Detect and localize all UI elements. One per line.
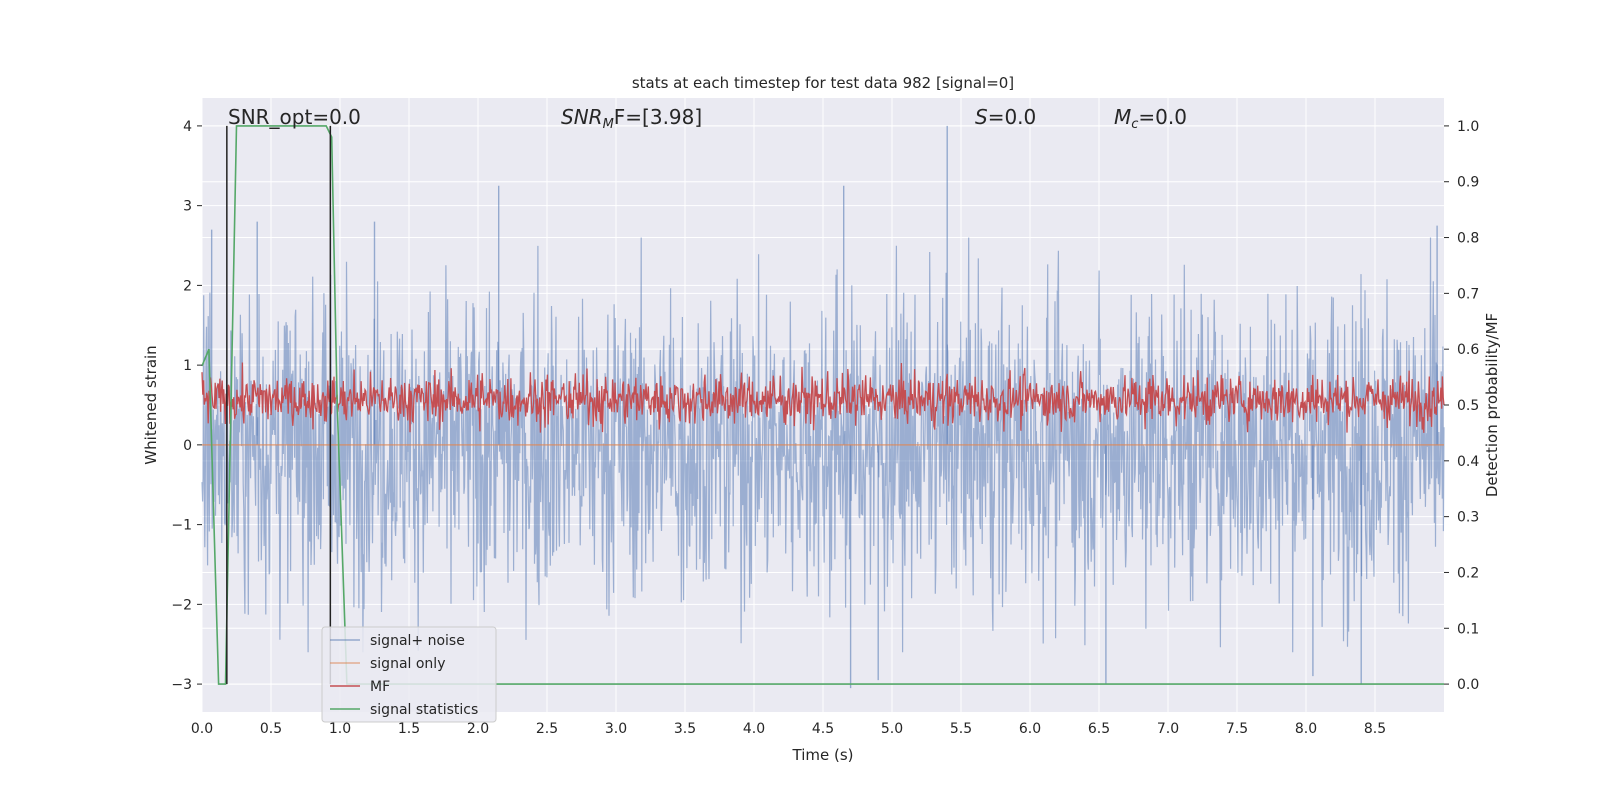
series-signal-noise xyxy=(201,125,1445,689)
x-tick-label: 7.0 xyxy=(1157,721,1179,737)
y-left-tick-label: 1 xyxy=(183,358,192,374)
y-right-tick-label: 0.6 xyxy=(1457,342,1479,358)
y-right-tick-label: 0.0 xyxy=(1457,677,1479,693)
x-tick-label: 4.5 xyxy=(812,721,834,737)
vertical-lines xyxy=(226,125,332,685)
annotation-s: S=0.0 xyxy=(975,105,1036,129)
y-right-tick-label: 0.2 xyxy=(1457,565,1479,581)
y-left-tick-label: 0 xyxy=(183,438,192,454)
x-axis-label: Time (s) xyxy=(792,746,854,764)
y-right-tick-label: 0.4 xyxy=(1457,454,1479,470)
annotation-snr-opt: SNR_opt=0.0 xyxy=(228,105,361,129)
y-right-tick-label: 0.3 xyxy=(1457,510,1479,526)
legend-box xyxy=(321,626,497,723)
signal-statistics-line xyxy=(201,125,1444,685)
y-left-tick-label: 4 xyxy=(183,119,192,135)
x-tick-label: 2.0 xyxy=(467,721,489,737)
legend-label-signal-noise: signal+ noise xyxy=(370,633,465,649)
y-axis-right-label: Detection probability/MF xyxy=(1483,313,1501,497)
annotation-snr-mf: SNRMF=[3.98] xyxy=(561,105,702,132)
legend-label-mf: MF xyxy=(370,679,390,695)
series-mf xyxy=(201,362,1445,433)
x-tick-label: 4.0 xyxy=(743,721,765,737)
x-tick-label: 3.0 xyxy=(605,721,627,737)
x-tick-label: 2.5 xyxy=(536,721,558,737)
legend-label-signal-statistics: signal statistics xyxy=(370,702,478,718)
y-right-tick-label: 1.0 xyxy=(1457,119,1479,135)
y-left-tick-label: 2 xyxy=(183,278,192,294)
y-left-tick-label: 3 xyxy=(183,199,192,215)
y-right-tick-label: 0.7 xyxy=(1457,286,1479,302)
y-right-tick-label: 0.1 xyxy=(1457,621,1479,637)
x-tick-label: 1.0 xyxy=(329,721,351,737)
x-tick-label: 0.5 xyxy=(260,721,282,737)
legend: signal+ noise signal only MF signal stat… xyxy=(321,626,497,723)
chart-title: stats at each timestep for test data 982… xyxy=(632,74,1014,92)
y-right-tick-label: 0.5 xyxy=(1457,398,1479,414)
tick-labels: 0.0 0.5 1.0 1.5 2.0 2.5 3.0 3.5 4.0 4.5 5.0 5.5 6.0 6… xyxy=(171,119,1479,737)
x-tick-label: 0.0 xyxy=(191,721,213,737)
x-tick-label: 6.5 xyxy=(1088,721,1110,737)
x-tick-label: 5.5 xyxy=(950,721,972,737)
signal-noise-trace xyxy=(201,237,1445,653)
legend-label-signal-only: signal only xyxy=(370,656,445,672)
y-axis-left-label: Whitened strain xyxy=(142,345,160,464)
y-left-tick-label: −1 xyxy=(171,518,192,534)
x-tick-label: 1.5 xyxy=(398,721,420,737)
x-tick-label: 6.0 xyxy=(1019,721,1041,737)
y-left-tick-label: −2 xyxy=(171,597,192,613)
y-left-tick-label: −3 xyxy=(171,677,192,693)
x-tick-label: 8.0 xyxy=(1295,721,1317,737)
y-right-tick-label: 0.9 xyxy=(1457,175,1479,191)
x-tick-label: 7.5 xyxy=(1226,721,1248,737)
x-tick-label: 8.5 xyxy=(1364,721,1386,737)
annotation-mc: Mc=0.0 xyxy=(1114,105,1187,132)
mf-trace xyxy=(201,362,1445,433)
x-tick-label: 5.0 xyxy=(881,721,903,737)
x-tick-label: 3.5 xyxy=(674,721,696,737)
series-signal-statistics xyxy=(201,125,1444,685)
y-right-tick-label: 0.8 xyxy=(1457,231,1479,247)
